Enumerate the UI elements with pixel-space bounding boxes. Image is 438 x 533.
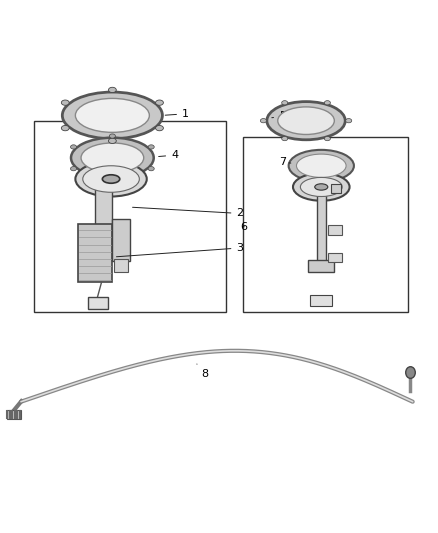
Circle shape [406, 367, 415, 378]
Ellipse shape [148, 145, 154, 149]
Ellipse shape [110, 134, 116, 138]
Ellipse shape [267, 102, 345, 140]
Ellipse shape [300, 177, 342, 197]
Bar [113, 219, 130, 261]
Bar [88, 297, 108, 309]
Ellipse shape [297, 154, 346, 177]
Bar [243, 136, 408, 312]
Ellipse shape [75, 99, 149, 132]
Bar [311, 295, 332, 306]
Ellipse shape [346, 118, 352, 123]
Bar [34, 120, 226, 312]
Text: 8: 8 [197, 364, 209, 378]
Bar [308, 260, 334, 272]
Text: 1: 1 [165, 109, 189, 119]
Ellipse shape [102, 175, 120, 183]
Text: 6: 6 [240, 222, 247, 232]
Ellipse shape [61, 100, 69, 106]
Ellipse shape [83, 166, 139, 192]
Bar [317, 187, 325, 261]
Ellipse shape [315, 184, 328, 190]
Ellipse shape [71, 166, 77, 171]
Ellipse shape [61, 125, 69, 131]
Bar [78, 224, 113, 282]
Ellipse shape [81, 143, 144, 173]
Ellipse shape [293, 173, 350, 201]
Ellipse shape [282, 136, 288, 141]
Ellipse shape [155, 125, 163, 131]
Bar [331, 184, 341, 193]
Ellipse shape [324, 101, 330, 105]
Text: 5: 5 [272, 111, 286, 122]
Ellipse shape [324, 136, 330, 141]
Ellipse shape [260, 118, 266, 123]
Ellipse shape [71, 138, 154, 178]
Bar [95, 179, 113, 243]
Ellipse shape [62, 92, 162, 139]
Ellipse shape [148, 166, 154, 171]
Ellipse shape [71, 145, 77, 149]
Ellipse shape [282, 101, 288, 105]
Ellipse shape [278, 107, 334, 134]
Ellipse shape [75, 161, 147, 197]
Bar [328, 253, 342, 262]
Text: 2: 2 [133, 207, 244, 219]
Ellipse shape [155, 100, 163, 106]
Ellipse shape [289, 150, 354, 182]
Bar [328, 225, 342, 235]
Ellipse shape [109, 138, 116, 143]
Bar [7, 410, 21, 419]
Ellipse shape [110, 177, 116, 182]
Bar [114, 259, 128, 272]
Text: 3: 3 [117, 243, 244, 257]
Ellipse shape [109, 87, 116, 93]
Text: 4: 4 [159, 150, 178, 160]
Text: 7: 7 [279, 157, 291, 166]
